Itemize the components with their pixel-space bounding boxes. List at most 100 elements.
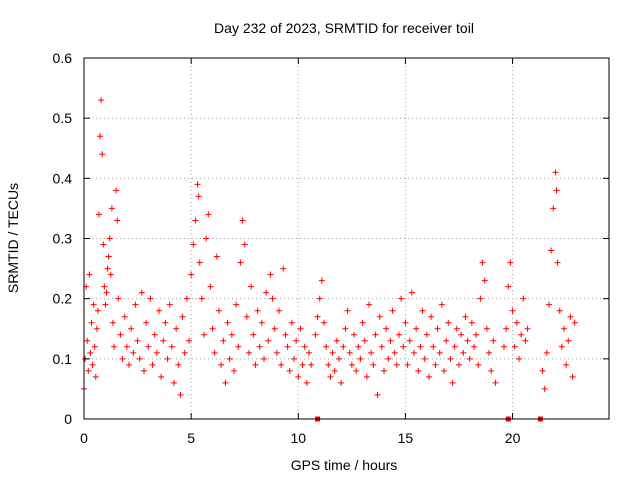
data-point	[318, 277, 325, 284]
data-point	[338, 379, 345, 386]
data-point	[183, 295, 190, 302]
data-point	[282, 331, 289, 338]
data-point	[423, 331, 430, 338]
data-point	[370, 361, 377, 368]
data-point	[553, 187, 560, 194]
data-point	[355, 343, 362, 350]
data-point	[271, 325, 278, 332]
data-point	[246, 349, 252, 356]
data-point	[237, 259, 244, 266]
data-point	[138, 289, 145, 296]
data-point	[381, 367, 387, 374]
data-point	[269, 295, 276, 302]
data-point	[109, 319, 116, 326]
data-point	[286, 367, 293, 374]
data-point	[325, 361, 332, 368]
data-point	[211, 349, 218, 356]
data-point	[554, 259, 561, 266]
data-point	[460, 349, 467, 356]
data-point	[340, 343, 347, 350]
data-point	[389, 307, 396, 314]
y-axis-label: SRMTID / TECUs	[5, 183, 21, 293]
data-point	[126, 361, 132, 368]
data-point	[378, 343, 385, 350]
data-point	[301, 343, 308, 350]
data-point	[101, 283, 108, 290]
data-point	[353, 367, 360, 374]
data-point	[89, 361, 96, 368]
data-point	[464, 337, 471, 344]
y-tick-label: 0.1	[53, 351, 73, 367]
data-point	[84, 337, 91, 344]
data-point	[346, 349, 353, 356]
data-point	[513, 319, 520, 326]
data-point	[207, 283, 214, 290]
data-point	[548, 247, 555, 254]
data-point	[468, 319, 475, 326]
data-point	[456, 361, 462, 368]
data-point	[466, 355, 473, 362]
y-tick-label: 0.2	[53, 291, 73, 307]
data-point	[561, 325, 567, 332]
data-point	[151, 331, 158, 338]
data-point	[188, 271, 195, 278]
data-point	[417, 343, 424, 350]
data-point	[153, 349, 160, 356]
data-point	[404, 361, 411, 368]
data-point	[143, 319, 150, 326]
data-point	[248, 283, 255, 290]
data-point	[524, 325, 531, 332]
data-point	[471, 343, 477, 350]
data-point	[186, 337, 192, 344]
data-point	[563, 361, 570, 368]
data-point	[411, 349, 417, 356]
data-point	[333, 337, 340, 344]
data-point	[134, 337, 141, 344]
data-point	[391, 349, 398, 356]
data-point	[501, 343, 507, 350]
data-point	[293, 337, 300, 344]
data-point	[171, 379, 177, 386]
data-point	[149, 361, 156, 368]
data-point	[117, 331, 124, 338]
data-point	[473, 331, 480, 338]
data-point	[516, 355, 522, 362]
data-point	[288, 319, 295, 326]
data-point	[518, 331, 525, 338]
data-point	[85, 367, 92, 374]
data-point	[94, 307, 101, 314]
data-point	[486, 349, 492, 356]
data-point	[329, 349, 336, 356]
data-point	[103, 289, 110, 296]
data-point	[295, 373, 302, 380]
data-point	[550, 205, 557, 212]
data-point	[276, 307, 282, 314]
x-tick-label: 0	[80, 430, 88, 446]
data-point	[492, 379, 499, 386]
data-point	[194, 181, 201, 188]
data-point	[490, 337, 497, 344]
data-point	[179, 313, 186, 320]
data-point	[115, 295, 122, 302]
y-tick-label: 0.4	[53, 170, 73, 186]
data-point	[205, 211, 212, 218]
data-point	[436, 349, 443, 356]
data-point	[177, 391, 184, 398]
chart-title: Day 232 of 2023, SRMTID for receiver toi…	[214, 20, 474, 36]
data-point	[198, 295, 205, 302]
data-point	[372, 331, 379, 338]
data-point	[327, 373, 334, 380]
data-point	[447, 355, 454, 362]
data-point	[228, 331, 235, 338]
data-point	[284, 343, 291, 350]
data-point	[162, 319, 169, 326]
data-point	[201, 331, 207, 338]
data-point	[396, 331, 402, 338]
data-point	[91, 343, 98, 350]
data-point	[158, 373, 165, 380]
data-point	[243, 313, 250, 320]
data-point	[432, 361, 439, 368]
data-point	[421, 355, 428, 362]
data-point	[239, 217, 246, 224]
data-point	[383, 325, 390, 332]
